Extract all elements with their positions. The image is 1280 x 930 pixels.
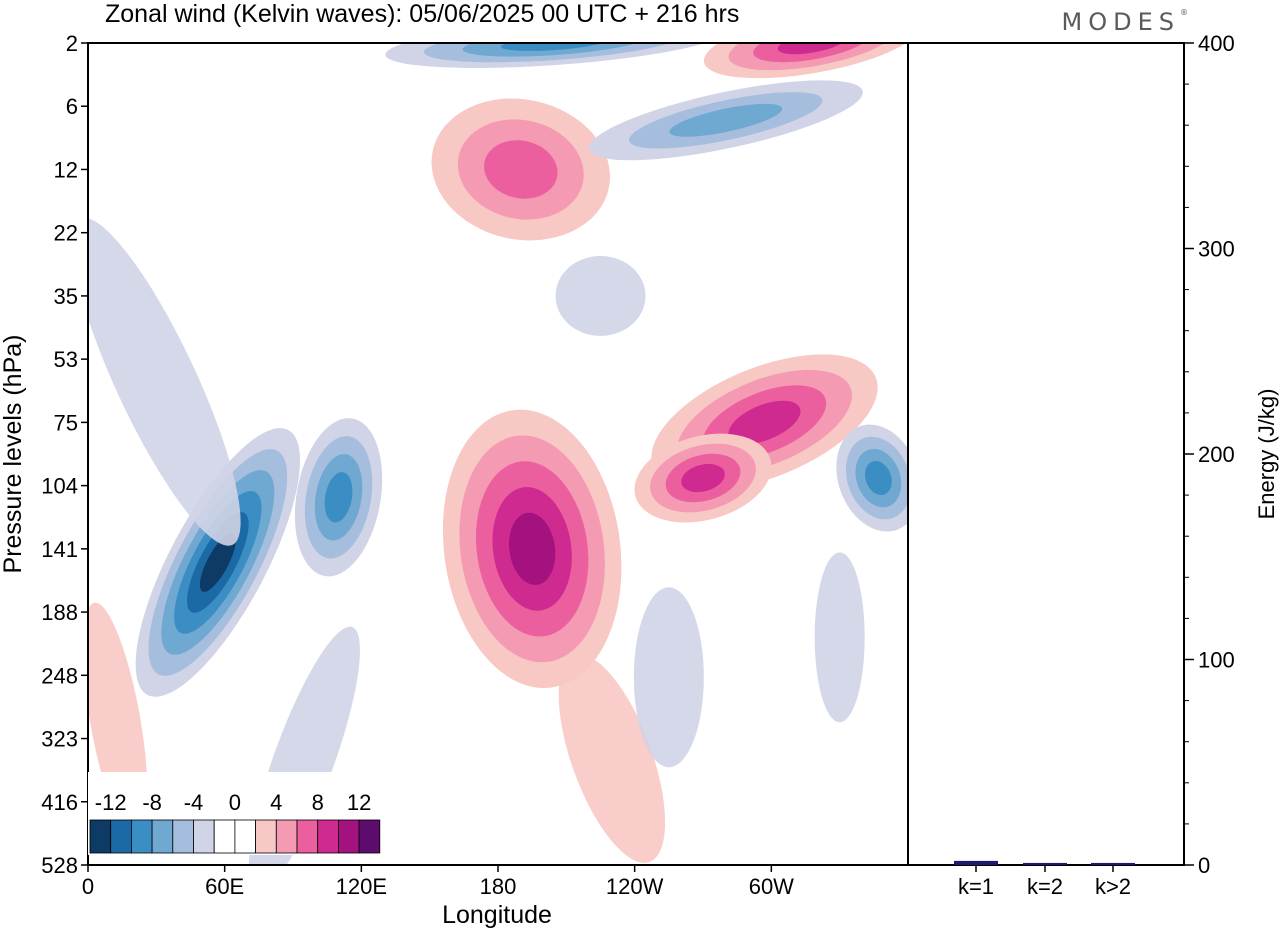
contour-feature-positive [634,433,772,523]
energy-axis-label: Energy (J/kg) [1254,389,1279,520]
energy-category-label: k=1 [958,874,994,899]
colorbar-cell [317,819,339,854]
x-tick-label: 0 [82,874,94,899]
y-tick-label: 188 [41,600,78,625]
energy-category-label: k=2 [1027,874,1063,899]
contour-feature-negative [836,424,908,532]
y-tick-label: 2 [66,31,78,56]
energy-y-ticks: 0 100 200 300 400 [1184,31,1235,878]
y-tick-label: 75 [54,410,78,435]
energy-panel: k=1 k=2 k>2 0 100 200 300 400 Energy (J/kg) [907,31,1279,899]
colorbar-cell [130,819,153,854]
heatmap-panel: 0 60E 120E 180 120W 60W 2 6 12 22 35 53 75 104 141 188… [0,31,909,929]
y-tick-label: 104 [41,474,78,499]
colorbar-cell [358,819,381,854]
colorbar-cell [193,819,215,854]
colorbar-label: -8 [142,790,162,815]
contour-feature-negative [135,428,301,697]
chart-title: Zonal wind (Kelvin waves): 05/06/2025 00… [105,0,739,28]
contour-ring [681,463,725,493]
colorbar-cell [337,819,360,854]
contour-feature-positive [442,409,622,689]
wind-contours [88,43,908,865]
contour-band [555,255,646,336]
colorbar-cell [255,819,277,854]
contour-ring [669,103,783,137]
y-tick-label: 323 [41,727,78,752]
y-tick-label: 248 [41,663,78,688]
contour-ring [509,512,556,585]
contour-ring [728,400,801,445]
energy-category-label: k>2 [1095,874,1131,899]
contour-ring [199,533,236,592]
energy-tick-label: 300 [1198,237,1235,262]
energy-bar [954,860,998,865]
colorbar-cell [213,819,236,854]
energy-tick-label: 0 [1198,853,1210,878]
energy-bars: k=1 k=2 k>2 [954,860,1135,899]
contour-feature-negative [588,80,863,161]
x-tick-label: 180 [480,874,517,899]
x-tick-label: 120E [336,874,387,899]
brand-logo: MODES® [1062,8,1188,36]
contour-ring [324,472,353,523]
colorbar-cell [89,819,112,854]
contour-feature-positive [431,98,611,241]
y-tick-label: 53 [54,347,78,372]
brand-mark: ® [1180,8,1188,17]
contour-band [633,587,704,768]
y-tick-label: 416 [41,790,78,815]
y-axis-ticks: 2 6 12 22 35 53 75 104 141 188 248 323 416 528 [41,31,88,878]
colorbar-label: 8 [312,790,324,815]
contour-feature-negative [294,418,383,577]
x-axis-label: Longitude [442,901,552,929]
y-tick-label: 12 [54,157,78,182]
colorbar-cell [234,819,256,854]
contour-band [814,552,865,723]
contour-ring [484,140,558,199]
colorbar-cell [110,819,132,854]
colorbar-label: 12 [347,790,371,815]
contour-ring [865,461,892,496]
colorbar-label: -12 [95,790,127,815]
contour-ring [462,43,648,57]
colorbar-cell [172,819,194,854]
x-tick-label: 60W [749,874,794,899]
energy-tick-label: 400 [1198,31,1235,56]
contour-ring [777,43,847,55]
contour-band [88,217,241,546]
energy-bar [1091,862,1135,865]
colorbar-cell [296,819,319,854]
energy-tick-label: 200 [1198,442,1235,467]
energy-frame [907,42,1185,866]
y-tick-label: 6 [66,94,78,119]
colorbar-label: 4 [270,790,282,815]
y-tick-label: 22 [54,221,78,246]
colorbar-label: 0 [229,790,241,815]
colorbar: -12 -8 -4 0 4 8 12 [88,772,382,855]
colorbar-cell [275,819,298,854]
x-tick-label: 60E [205,874,244,899]
energy-tick-label: 100 [1198,648,1235,673]
brand-name: MODES [1061,8,1180,36]
contour-band [558,654,666,863]
y-tick-label: 35 [54,284,78,309]
y-tick-label: 141 [41,537,78,562]
x-axis-ticks: 0 60E 120E 180 120W 60W [82,865,794,899]
energy-bar [1023,862,1067,865]
y-axis-label: Pressure levels (hPa) [0,335,27,574]
x-tick-label: 120W [606,874,664,899]
colorbar-label: -4 [184,790,204,815]
colorbar-cell [151,819,174,854]
y-tick-label: 528 [41,853,78,878]
